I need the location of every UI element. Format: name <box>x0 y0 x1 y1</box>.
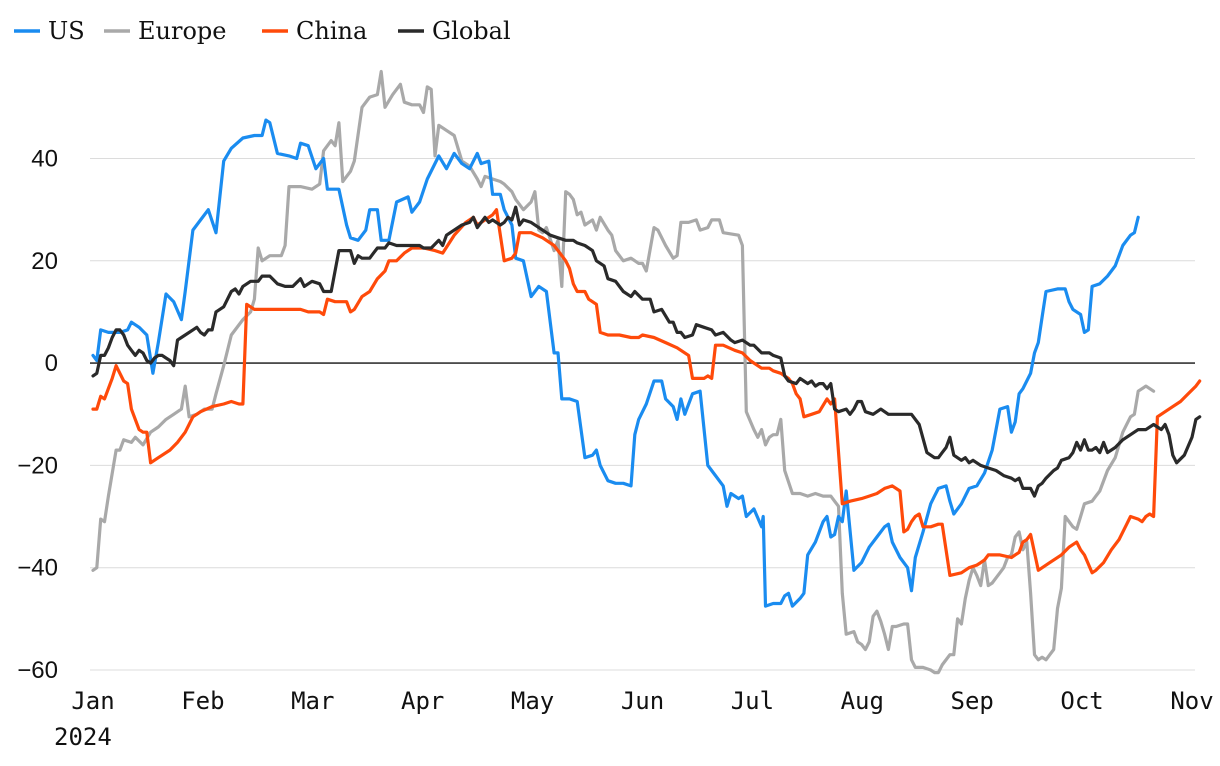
x-tick-label: Sep <box>951 687 994 715</box>
legend: US Europe China Global <box>14 17 511 45</box>
legend-label-europe: Europe <box>138 17 226 45</box>
x-tick-label: Nov <box>1170 687 1213 715</box>
series-line-china <box>91 208 1202 577</box>
y-axis-ticks: 40 20 0 −20 −40 −60 <box>17 146 58 685</box>
gridlines <box>90 158 1195 671</box>
y-tick-label: −40 <box>17 555 58 582</box>
legend-label-global: Global <box>432 17 511 45</box>
x-tick-label: Jul <box>731 687 774 715</box>
x-tick-label: Mar <box>291 687 334 715</box>
x-tick-label: Apr <box>401 687 444 715</box>
x-tick-label: Jun <box>621 687 664 715</box>
y-tick-label: −60 <box>17 657 58 684</box>
series-line-us <box>91 118 1140 608</box>
series-lines <box>91 69 1202 675</box>
series-line-europe <box>91 69 1156 675</box>
legend-label-us: US <box>48 17 85 45</box>
legend-label-china: China <box>296 17 367 45</box>
series-line-global <box>91 205 1202 498</box>
x-axis-ticks: Jan Feb Mar Apr May Jun Jul Aug Sep Oct Nov <box>71 687 1213 715</box>
x-tick-label: Oct <box>1060 687 1103 715</box>
x-tick-label: Feb <box>181 687 224 715</box>
x-axis-year-label: 2024 <box>54 723 112 751</box>
y-tick-label: 40 <box>31 146 58 173</box>
y-tick-label: −20 <box>17 452 58 479</box>
y-tick-label: 0 <box>45 350 58 377</box>
x-tick-label: May <box>511 687 554 715</box>
x-tick-label: Jan <box>71 687 114 715</box>
x-tick-label: Aug <box>841 687 884 715</box>
y-tick-label: 20 <box>31 248 58 275</box>
